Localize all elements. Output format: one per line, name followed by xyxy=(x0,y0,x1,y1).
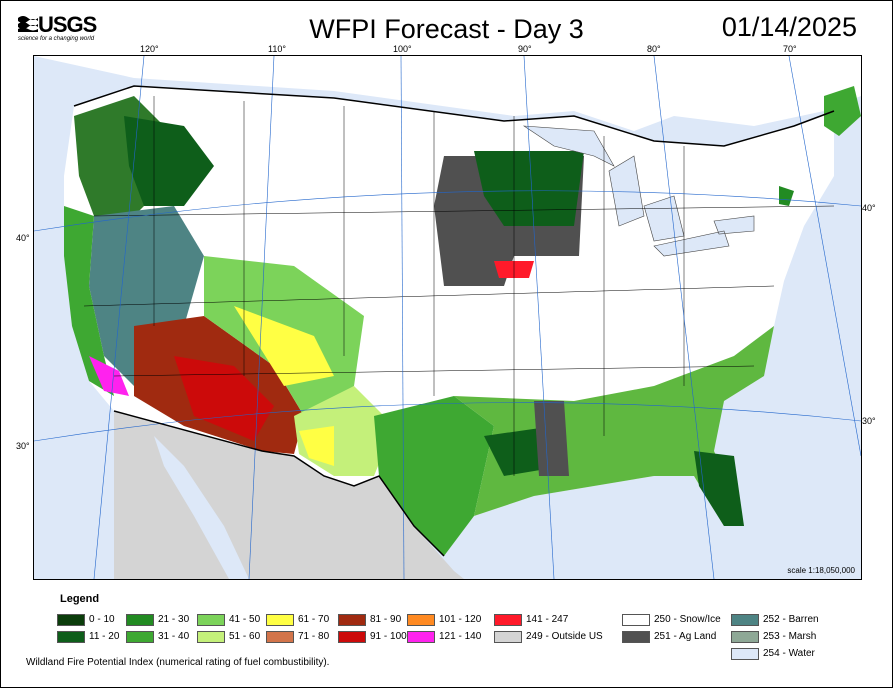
legend-label: 91 - 100 xyxy=(370,631,407,642)
legend-label: 11 - 20 xyxy=(89,631,120,642)
legend-label: 101 - 120 xyxy=(439,614,482,625)
legend-swatch xyxy=(126,614,154,626)
fuel-zone-rockies xyxy=(124,116,214,206)
legend-swatch xyxy=(622,614,650,626)
fuel-zone-mississippi-ag xyxy=(534,401,569,476)
legend-label: 81 - 90 xyxy=(370,614,402,625)
longitude-tick: 70° xyxy=(783,44,797,54)
fuel-zone-nm-yellow xyxy=(299,426,334,466)
us-border xyxy=(73,85,835,147)
mexico-region xyxy=(114,411,464,579)
fuel-zone-nj xyxy=(779,186,794,206)
fuel-zone-maine xyxy=(824,86,861,136)
legend-swatch xyxy=(126,631,154,643)
legend-swatch xyxy=(338,614,366,626)
map-caption: Wildland Fire Potential Index (numerical… xyxy=(26,657,330,668)
usgs-wave-icon xyxy=(18,16,38,32)
legend-title: Legend xyxy=(60,593,100,605)
legend-swatch xyxy=(57,631,85,643)
legend-label: 41 - 50 xyxy=(229,614,261,625)
legend-swatch xyxy=(494,614,522,626)
legend-swatch xyxy=(731,614,759,626)
usgs-logo: USGS science for a changing world xyxy=(18,12,108,48)
logo-text: USGS xyxy=(38,12,97,37)
forecast-date: 01/14/2025 xyxy=(721,12,857,42)
map-scale: scale 1:18,050,000 xyxy=(787,566,855,575)
legend-label: 253 - Marsh xyxy=(763,631,817,642)
longitude-tick: 90° xyxy=(518,44,532,54)
legend-label: 252 - Barren xyxy=(763,614,819,625)
longitude-tick: 120° xyxy=(140,44,159,54)
legend-label: 254 - Water xyxy=(763,648,815,659)
fuel-zone-upper-midwest-forest xyxy=(474,151,584,226)
legend-label: 141 - 247 xyxy=(526,614,569,625)
legend-swatch xyxy=(57,614,85,626)
map-title: WFPI Forecast - Day 3 xyxy=(309,14,584,44)
legend-label: 31 - 40 xyxy=(158,631,190,642)
legend-swatch xyxy=(731,648,759,660)
fuel-zone-texas xyxy=(374,396,494,556)
legend-label: 249 - Outside US xyxy=(526,631,603,642)
legend-label: 250 - Snow/Ice xyxy=(654,614,721,625)
longitude-tick: 100° xyxy=(393,44,412,54)
legend-label: 61 - 70 xyxy=(298,614,330,625)
legend-label: 21 - 30 xyxy=(158,614,190,625)
legend-swatch xyxy=(494,631,522,643)
wfpi-map xyxy=(33,55,862,580)
legend-swatch xyxy=(407,631,435,643)
fuel-zone-southwest-hot xyxy=(174,356,274,441)
legend-swatch xyxy=(407,614,435,626)
fuel-zone-socal xyxy=(89,356,129,396)
latitude-tick-right: 30° xyxy=(862,416,876,426)
legend-swatch xyxy=(731,631,759,643)
legend-label: 0 - 10 xyxy=(89,614,115,625)
mexico-border xyxy=(113,410,445,557)
fuel-zone-florida xyxy=(694,451,744,526)
legend-swatch xyxy=(338,631,366,643)
legend-label: 51 - 60 xyxy=(229,631,261,642)
latitude-tick-left: 30° xyxy=(16,441,30,451)
legend-label: 121 - 140 xyxy=(439,631,482,642)
fuel-zone-plateau-yellow xyxy=(234,306,334,386)
fuel-zone-california xyxy=(64,206,114,396)
legend-swatch xyxy=(266,631,294,643)
fuel-zone-great-basin xyxy=(89,206,204,386)
canada-region xyxy=(34,56,861,131)
legend-label: 251 - Ag Land xyxy=(654,631,717,642)
legend-label: 71 - 80 xyxy=(298,631,330,642)
legend-swatch xyxy=(266,614,294,626)
longitude-tick: 80° xyxy=(647,44,661,54)
longitude-tick: 110° xyxy=(268,44,286,54)
map-canvas xyxy=(34,56,861,579)
legend-swatch xyxy=(622,631,650,643)
gulf-of-california xyxy=(154,436,249,579)
latitude-tick-left: 40° xyxy=(16,233,30,243)
state-boundaries xyxy=(83,96,835,476)
legend-swatch xyxy=(197,631,225,643)
fuel-zone-southeast xyxy=(454,326,774,526)
legend-swatch xyxy=(197,614,225,626)
latitude-tick-right: 40° xyxy=(862,203,876,213)
logo-tagline: science for a changing world xyxy=(18,36,95,42)
